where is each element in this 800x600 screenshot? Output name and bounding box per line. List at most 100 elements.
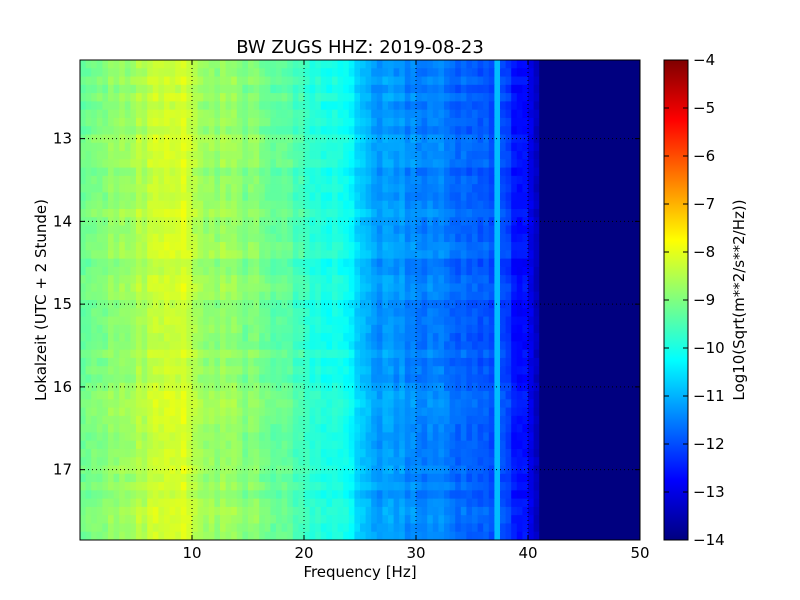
heatmap-cell — [231, 200, 238, 210]
heatmap-cell — [197, 432, 204, 442]
heatmap-cell — [259, 192, 266, 202]
heatmap-cell — [270, 308, 277, 318]
heatmap-cell — [141, 283, 148, 293]
heatmap-cell — [550, 258, 557, 268]
heatmap-cell — [438, 68, 445, 78]
heatmap-cell — [203, 242, 210, 251]
heatmap-cell — [270, 233, 277, 243]
heatmap-cell — [147, 84, 154, 94]
heatmap-cell — [108, 167, 115, 177]
heatmap-cell — [281, 126, 288, 136]
heatmap-cell — [304, 275, 311, 285]
heatmap-cell — [80, 275, 87, 285]
heatmap-cell — [365, 192, 372, 202]
heatmap-cell — [444, 101, 451, 111]
heatmap-cell — [522, 68, 529, 78]
heatmap-cell — [264, 184, 271, 194]
heatmap-cell — [567, 349, 574, 359]
heatmap-cell — [388, 300, 395, 309]
heatmap-cell — [438, 391, 445, 400]
heatmap-cell — [477, 109, 484, 119]
heatmap-cell — [365, 316, 372, 326]
heatmap-cell — [376, 448, 383, 458]
heatmap-cell — [371, 184, 378, 194]
heatmap-cell — [444, 415, 451, 425]
heatmap-cell — [113, 117, 120, 127]
heatmap-cell — [533, 233, 540, 243]
heatmap-cell — [164, 184, 171, 194]
heatmap-cell — [96, 175, 103, 185]
heatmap-cell — [102, 440, 109, 450]
heatmap-cell — [466, 109, 473, 119]
heatmap-cell — [175, 457, 182, 467]
heatmap-cell — [203, 415, 210, 425]
heatmap-cell — [612, 200, 619, 210]
heatmap-cell — [410, 217, 417, 227]
heatmap-cell — [628, 374, 635, 384]
heatmap-cell — [141, 324, 148, 334]
heatmap-cell — [578, 308, 585, 318]
heatmap-cell — [460, 258, 467, 268]
heatmap-cell — [220, 407, 227, 417]
heatmap-cell — [124, 465, 131, 475]
heatmap-cell — [85, 324, 92, 334]
heatmap-cell — [259, 382, 266, 392]
heatmap-cell — [544, 357, 551, 367]
heatmap-cell — [533, 250, 540, 260]
heatmap-cell — [147, 200, 154, 210]
heatmap-cell — [460, 142, 467, 152]
heatmap-cell — [96, 68, 103, 78]
heatmap-cell — [242, 126, 249, 136]
heatmap-cell — [466, 184, 473, 194]
heatmap-cell — [242, 415, 249, 425]
heatmap-cell — [80, 208, 87, 218]
heatmap-cell — [449, 68, 456, 78]
heatmap-cell — [376, 357, 383, 367]
heatmap-cell — [276, 366, 283, 376]
heatmap-cell — [427, 134, 434, 144]
heatmap-cell — [259, 68, 266, 78]
heatmap-cell — [561, 159, 568, 169]
heatmap-cell — [567, 233, 574, 243]
heatmap-cell — [147, 291, 154, 301]
heatmap-cell — [365, 366, 372, 376]
heatmap-cell — [203, 349, 210, 359]
heatmap-cell — [623, 333, 630, 342]
heatmap-cell — [572, 159, 579, 169]
heatmap-cell — [567, 324, 574, 334]
heatmap-cell — [404, 374, 411, 384]
heatmap-cell — [192, 233, 199, 243]
heatmap-cell — [606, 76, 613, 86]
heatmap-cell — [130, 159, 137, 169]
heatmap-cell — [214, 134, 221, 144]
heatmap-cell — [298, 341, 305, 351]
heatmap-cell — [236, 333, 243, 342]
heatmap-cell — [550, 101, 557, 111]
heatmap-cell — [600, 457, 607, 467]
heatmap-cell — [96, 341, 103, 351]
heatmap-cell — [382, 242, 389, 251]
heatmap-cell — [539, 109, 546, 119]
heatmap-cell — [376, 391, 383, 400]
heatmap-cell — [96, 391, 103, 400]
heatmap-cell — [91, 101, 98, 111]
heatmap-cell — [634, 333, 640, 342]
heatmap-cell — [371, 93, 378, 102]
heatmap-cell — [119, 457, 126, 467]
heatmap-cell — [544, 175, 551, 185]
heatmap-cell — [628, 341, 635, 351]
heatmap-cell — [556, 283, 563, 293]
heatmap-cell — [80, 225, 87, 235]
heatmap-cell — [225, 374, 232, 384]
heatmap-cell — [511, 60, 518, 69]
heatmap-cell — [119, 316, 126, 326]
heatmap-cell — [460, 300, 467, 309]
heatmap-cell — [416, 432, 423, 442]
heatmap-cell — [343, 424, 350, 434]
heatmap-cell — [376, 333, 383, 342]
heatmap-cell — [203, 117, 210, 127]
heatmap-cell — [298, 349, 305, 359]
heatmap-cell — [393, 76, 400, 86]
heatmap-cell — [203, 357, 210, 367]
heatmap-cell — [354, 440, 361, 450]
